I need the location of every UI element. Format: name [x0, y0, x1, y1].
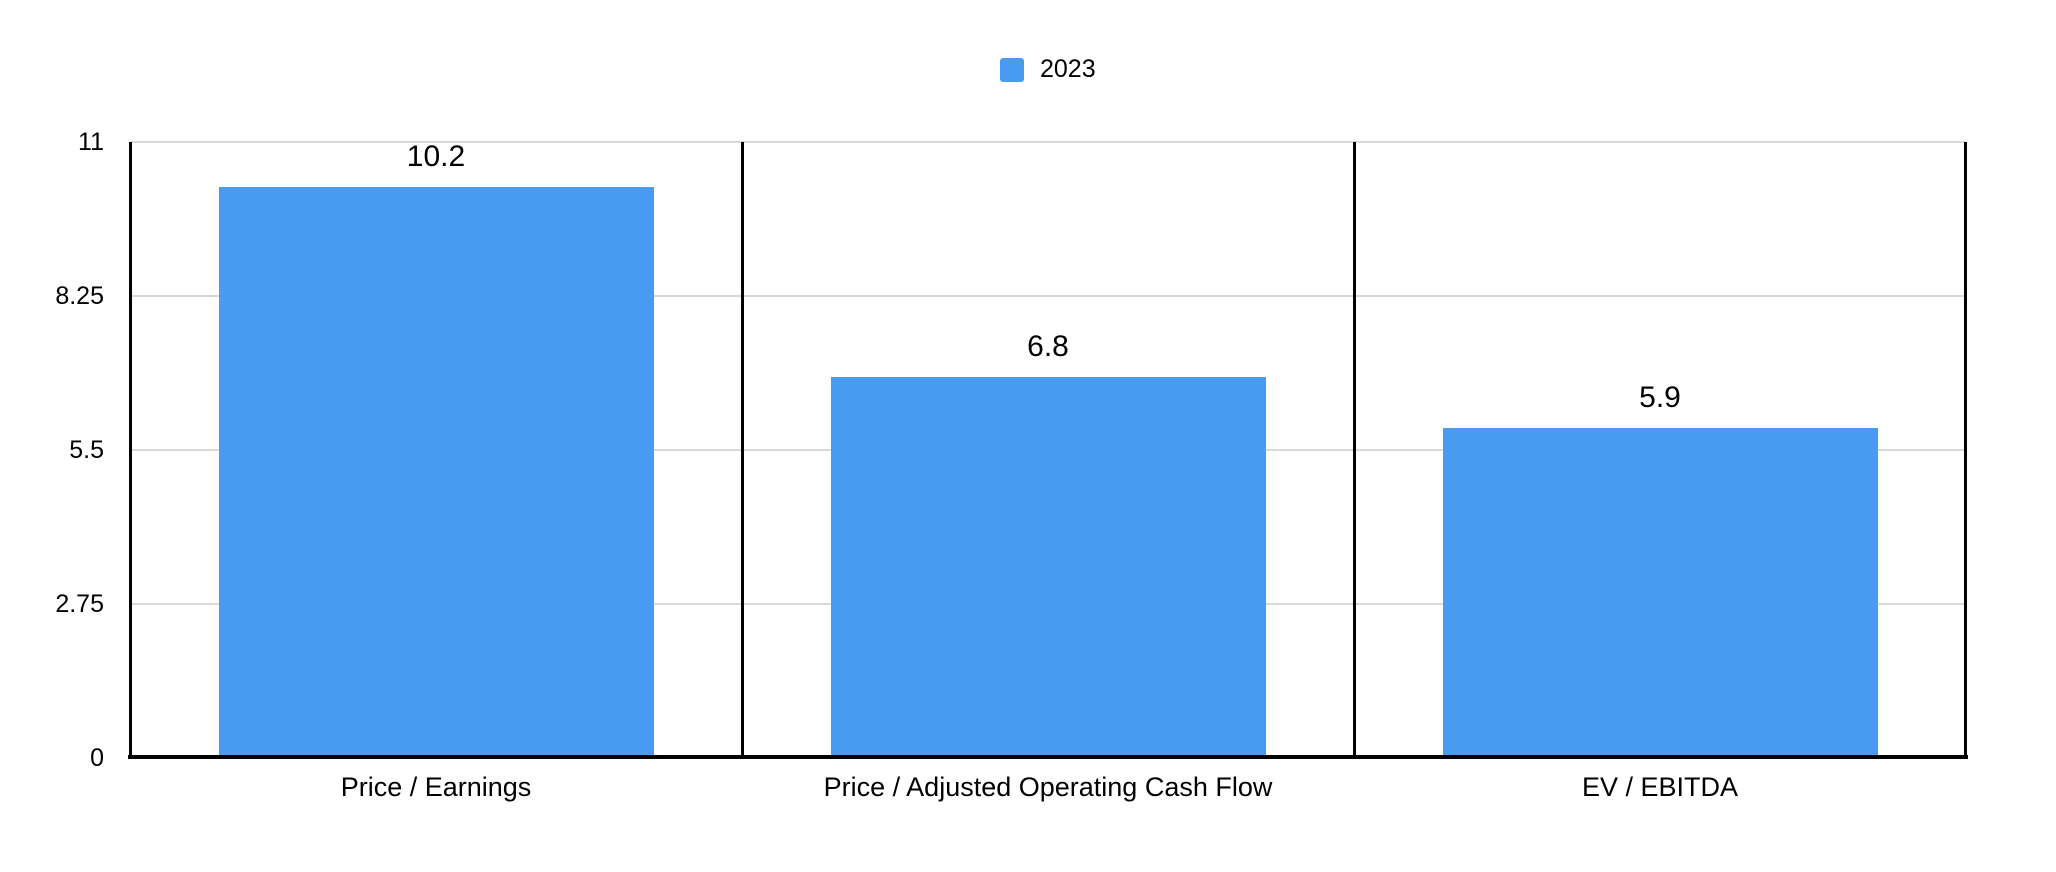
bar-price-adjusted-operating-cash-flow[interactable]: [830, 377, 1266, 758]
y-axis-tick-label: 2.75: [55, 590, 104, 618]
x-axis-category-label: Price / Earnings: [340, 772, 532, 802]
y-axis-tick-label: 8.25: [55, 282, 104, 310]
x-axis-category-label: EV / EBITDA: [1581, 772, 1739, 802]
y-axis-tick-label: 0: [90, 744, 104, 772]
x-axis-baseline: [128, 755, 1968, 759]
section-divider-line: [740, 142, 744, 758]
bar-ev-ebitda[interactable]: [1442, 427, 1878, 758]
legend-swatch-2023-icon[interactable]: [1000, 57, 1024, 82]
gridline-8.25: [130, 295, 1966, 297]
gridline-11: [130, 141, 1966, 143]
y-axis-tick-label: 5.5: [69, 436, 104, 464]
x-axis-category-label: Price / Adjusted Operating Cash Flow: [823, 772, 1273, 802]
legend-label-2023: 2023: [1040, 55, 1096, 83]
section-divider-line: [1352, 142, 1356, 758]
bar-value-label: 6.8: [1027, 330, 1069, 364]
bar-price-earnings[interactable]: [218, 186, 654, 758]
chart-legend[interactable]: 2023: [1000, 57, 1096, 82]
y-axis-tick-label: 11: [78, 128, 104, 156]
bar-value-label: 10.2: [406, 139, 466, 173]
plot-right-border-line: [1964, 142, 1967, 758]
bar-value-label: 5.9: [1639, 380, 1681, 414]
y-axis-line: [129, 142, 132, 758]
